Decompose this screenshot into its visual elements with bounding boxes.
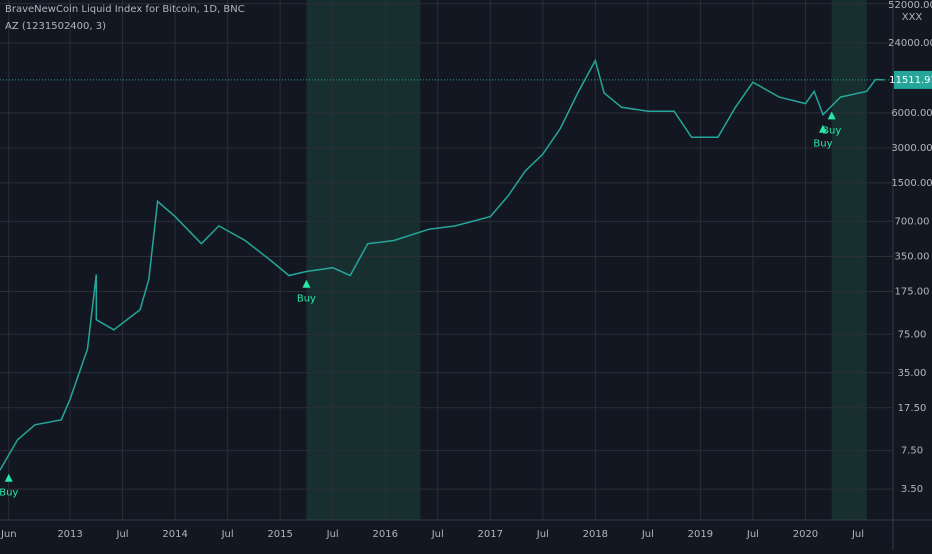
x-tick-label: Jul <box>641 529 654 540</box>
y-tick-label: 3000.00 <box>891 143 932 154</box>
buy-signal-label: Buy <box>813 139 832 150</box>
y-tick-label: 35.00 <box>898 368 927 379</box>
buy-signal <box>4 473 13 482</box>
y-tick-label: 6000.00 <box>891 108 932 119</box>
x-tick-label: 2014 <box>162 529 187 540</box>
last-price-tag <box>894 70 932 89</box>
x-tick-label: Jul <box>536 529 549 540</box>
x-tick-label: Jul <box>326 529 339 540</box>
x-tick-label: 2018 <box>583 529 608 540</box>
y-tick-label: 7.50 <box>901 446 923 457</box>
x-tick-label: Jul <box>116 529 129 540</box>
x-tick-label: 2019 <box>688 529 713 540</box>
currency-label: XXX <box>902 12 923 23</box>
x-tick-label: 2015 <box>267 529 292 540</box>
buy-signal <box>818 124 827 133</box>
y-tick-label: 75.00 <box>898 329 927 340</box>
x-tick-label: Jul <box>746 529 759 540</box>
buy-signal-label: Buy <box>0 488 18 499</box>
x-tick-label: 2017 <box>478 529 503 540</box>
y-tick-label: 3.50 <box>901 484 923 495</box>
y-tick-label: 17.50 <box>898 403 927 414</box>
buy-signal-label: Buy <box>822 125 841 136</box>
signal-zone <box>831 0 867 520</box>
x-tick-label: 2016 <box>372 529 397 540</box>
buy-signal-label: Buy <box>297 294 316 305</box>
x-tick-label: Jul <box>431 529 444 540</box>
indicator-label: AZ (1231502400, 3) <box>5 21 106 32</box>
x-tick-label: 2013 <box>57 529 82 540</box>
y-tick-label: 350.00 <box>895 251 930 262</box>
x-tick-label: 2020 <box>793 529 818 540</box>
signal-zone <box>306 0 421 520</box>
y-tick-label: 700.00 <box>895 216 930 227</box>
last-price-label: 11511.91 <box>889 75 932 86</box>
x-tick-label: Jul <box>221 529 234 540</box>
y-tick-label: 24000.00 <box>888 38 932 49</box>
y-tick-label: 175.00 <box>895 286 930 297</box>
y-tick-label: 52000.00 <box>888 0 932 11</box>
chart-title: BraveNewCoin Liquid Index for Bitcoin, 1… <box>5 4 245 15</box>
buy-signal <box>827 111 836 120</box>
price-line <box>0 58 885 471</box>
buy-signal <box>302 279 311 288</box>
x-tick-label: Jun <box>0 529 17 540</box>
y-tick-label: 1500.00 <box>891 178 932 189</box>
x-tick-label: Jul <box>851 529 864 540</box>
